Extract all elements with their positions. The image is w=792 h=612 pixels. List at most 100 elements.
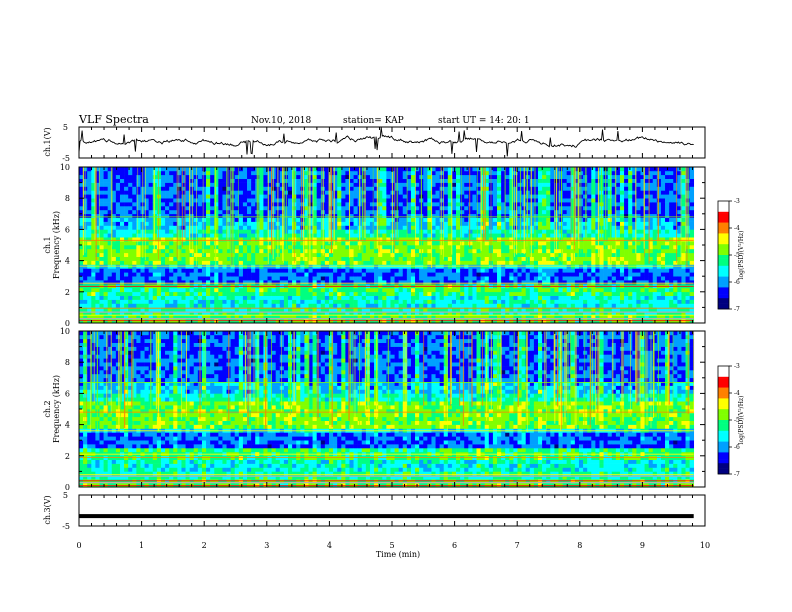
spectrogram-cell (165, 291, 170, 296)
spectrogram-cell (390, 268, 395, 273)
spectrogram-cell (468, 194, 473, 199)
spectrogram-cell (492, 206, 498, 211)
spectrogram-cell (279, 213, 285, 218)
spectrogram-cell (197, 272, 203, 277)
spectrogram-cell (341, 225, 346, 230)
spectrogram-cell (136, 276, 141, 281)
spectrogram-cell (304, 311, 309, 316)
spectrogram-cell (300, 268, 305, 273)
spectrogram-cell (513, 272, 518, 277)
spectrogram-cell (324, 213, 330, 218)
spectrogram-cell (115, 194, 121, 199)
spectrogram-cell (263, 315, 268, 320)
spectrogram-cell (238, 217, 244, 222)
spectrogram-cell (222, 276, 227, 281)
spectrogram-cell (402, 233, 408, 238)
spectrogram-cell (124, 268, 129, 273)
spectrogram-cell (275, 260, 281, 265)
spectrogram-cell (263, 303, 268, 308)
spectrogram-cell (480, 245, 486, 250)
spectrogram-cell (410, 272, 416, 277)
spectrogram-cell (283, 307, 289, 312)
spectrogram-cell (406, 315, 412, 320)
spectrogram-cell (361, 202, 367, 207)
spectrogram-cell (451, 276, 457, 281)
spectrogram-cell (169, 170, 174, 176)
spectrogram-cell (115, 221, 121, 226)
spectrogram-cell (99, 213, 104, 218)
spectrogram-cell (427, 237, 432, 242)
spectrogram-cell (300, 170, 305, 176)
spectrogram-cell (517, 248, 522, 254)
spectrogram-cell (558, 252, 563, 257)
spectrogram-cell (288, 237, 293, 242)
spectrogram-cell (119, 229, 125, 234)
spectrogram-cell (583, 287, 588, 293)
spectrogram-cell (423, 295, 428, 300)
spectrogram-cell (177, 209, 182, 215)
spectrogram-cell (119, 202, 125, 207)
spectrogram-cell (378, 276, 383, 281)
spectrogram-cell (189, 182, 195, 187)
spectrogram-cell (345, 280, 350, 285)
spectrogram-cell (566, 241, 572, 246)
spectrogram-cell (156, 229, 162, 234)
spectrogram-cell (87, 299, 92, 304)
spectrogram-cell (415, 202, 420, 207)
spectrogram-cell (308, 174, 313, 179)
spectrogram-cell (132, 268, 137, 273)
spectrogram-cell (107, 303, 113, 308)
spectrogram-cell (99, 225, 104, 230)
spectrogram-cell (140, 307, 145, 312)
spectrogram-cell (361, 272, 367, 277)
spectrogram-cell (538, 315, 543, 320)
spectrogram-cell (517, 256, 522, 261)
spectrogram-cell (169, 241, 174, 246)
spectrogram-cell (369, 217, 375, 222)
spectrogram-cell (472, 217, 477, 222)
spectrogram-cell (83, 303, 88, 308)
spectrogram-cell (468, 174, 473, 179)
spectrogram-cell (206, 202, 211, 207)
spectrogram-cell (435, 303, 440, 308)
spectrogram-cell (271, 221, 277, 226)
spectrogram-cell (439, 229, 445, 234)
spectrogram-cell (423, 315, 428, 320)
spectrogram-cell (365, 233, 371, 238)
spectrogram-cell (439, 307, 445, 312)
spectrogram-cell (91, 319, 96, 324)
spectrogram-cell (247, 276, 252, 281)
spectrogram-cell (439, 272, 445, 277)
spectrogram-cell (476, 213, 481, 218)
spectrogram-cell (497, 319, 502, 324)
spectrogram-cell (550, 264, 555, 269)
spectrogram-cell (156, 311, 162, 316)
spectrogram-cell (169, 194, 174, 199)
spectrogram-cell (173, 206, 178, 211)
spectrogram-cell (480, 319, 486, 324)
spectrogram-cell (124, 233, 129, 238)
spectrogram-cell (337, 209, 342, 215)
spectrogram-cell (550, 213, 555, 218)
spectrogram-cell (538, 194, 543, 199)
spectrogram-cell (148, 291, 154, 296)
spectrogram-cell (304, 182, 309, 187)
spectrogram-cell (296, 202, 301, 207)
spectrogram-cell (337, 194, 342, 199)
spectrogram-cell (497, 233, 502, 238)
spectrogram-cell (447, 248, 453, 254)
spectrogram-cell (173, 264, 178, 269)
spectrogram-cell (419, 315, 424, 320)
spectrogram-cell (201, 272, 207, 277)
spectrogram-cell (374, 291, 379, 296)
spectrogram-cell (304, 221, 309, 226)
spectrogram-cell (218, 256, 223, 261)
spectrogram-cell (324, 248, 330, 254)
spectrogram-cell (505, 291, 510, 296)
spectrogram-cell (189, 174, 195, 179)
spectrogram-cell (259, 311, 264, 316)
spectrogram-cell (501, 311, 506, 316)
spectrogram-cell (513, 276, 518, 281)
spectrogram-cell (468, 190, 473, 195)
spectrogram-cell (181, 198, 186, 203)
